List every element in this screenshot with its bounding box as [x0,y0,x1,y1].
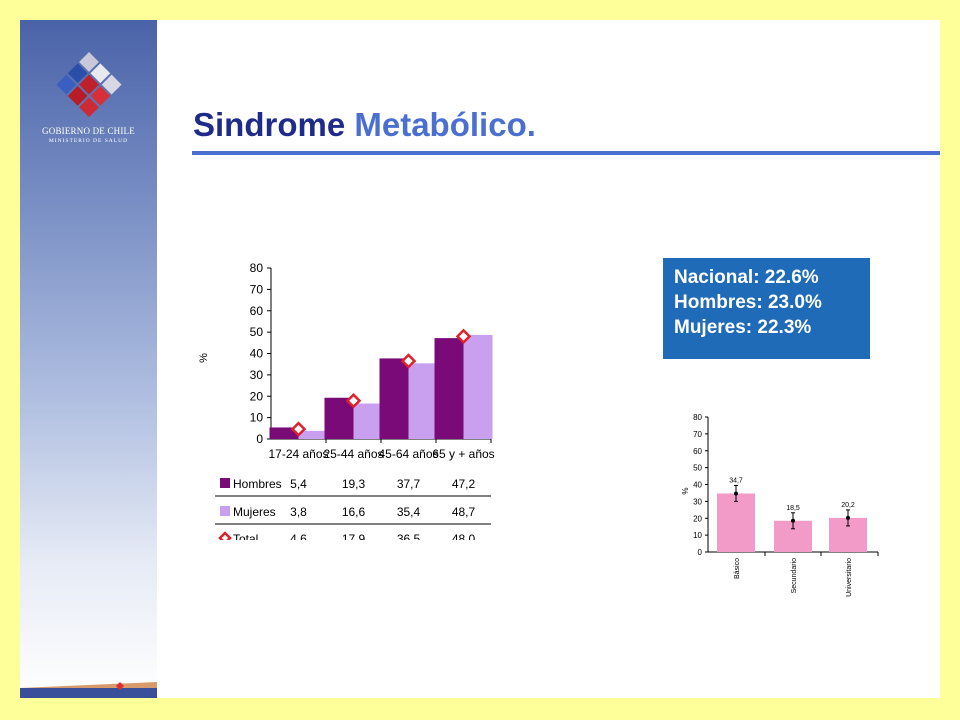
x-tick-label: 17-24 años [268,447,328,461]
total-marker [400,353,417,369]
total-marker [455,328,472,345]
org-subtitle: MINISTERIO DE SALUD [48,138,129,144]
y-tick-label: 60 [693,447,702,456]
table-cell: 48,0 [452,532,476,540]
total-marker [290,421,307,437]
table-cell: 19,3 [342,477,366,491]
summary-mujeres: Mujeres: 22.3% [674,317,812,338]
table-cell: 4,6 [290,532,307,540]
y-tick-label: 0 [698,548,703,557]
y-tick-label: 80 [250,261,264,275]
legend-label: Mujeres [233,505,276,519]
bar-mujeres [408,363,438,439]
table-cell: 3,8 [290,505,307,519]
table-cell: 5,4 [290,477,307,491]
legend-swatch-total [218,531,232,540]
y-tick-label: 50 [693,464,702,473]
bar-hombres [324,397,354,439]
y-axis-label: % [681,487,690,494]
y-tick-label: 40 [693,481,702,490]
legend-swatch-hombres [220,478,230,488]
government-logo [56,52,122,118]
slide: GOBIERNO DE CHILE MINISTERIO DE SALUD Si… [20,20,940,698]
data-point [734,491,738,496]
y-tick-label: 20 [693,514,702,523]
y-tick-label: 0 [256,432,263,446]
legend-label: Total [233,532,258,540]
bar-hombres [269,427,299,439]
total-marker [345,392,362,409]
bar-mujeres [353,403,383,439]
data-point [791,518,795,523]
table-cell: 37,7 [397,477,421,491]
table-cell: 17,9 [342,532,366,540]
y-tick-label: 70 [693,430,702,439]
table-cell: 36,5 [397,532,421,540]
data-label: 20,2 [841,502,855,509]
data-label: 34,7 [729,477,743,484]
y-tick-label: 60 [250,304,264,318]
table-cell: 48,7 [452,505,476,519]
bar-mujeres [298,430,328,439]
y-tick-label: 40 [250,347,264,361]
org-name: GOBIERNO DE CHILE [42,126,135,136]
table-cell: 16,6 [342,505,366,519]
sidebar: GOBIERNO DE CHILE MINISTERIO DE SALUD [20,20,157,698]
education-level-chart: % 0 10 20 30 40 50 60 70 80 34,7 Básico 18,5 Secundar… [681,413,879,597]
y-tick-label: 10 [693,531,702,540]
x-tick-label: 65 y + años [432,447,494,461]
legend-swatch-mujeres [220,506,230,516]
summary-hombres: Hombres: 23.0% [674,292,822,313]
summary-nacional: Nacional: 22.6% [674,267,819,288]
x-tick-label: 45-64 años [378,447,438,461]
x-tick-label: Secundario [791,558,798,594]
y-tick-label: 30 [250,368,264,382]
bar-hombres [379,358,409,439]
title-part-1: Sindrome [193,106,346,143]
x-tick-label: Básico [734,558,741,579]
y-tick-label: 70 [250,282,264,296]
bar-hombres [434,338,464,439]
data-point [846,515,850,520]
x-tick-label: 25-44 años [323,447,383,461]
table-cell: 35,4 [397,505,421,519]
page-title: Sindrome Metabólico. [193,106,536,144]
title-underline [192,151,940,155]
summary-box: Nacional: 22.6% Hombres: 23.0% Mujeres: … [663,258,870,359]
y-tick-label: 50 [250,325,264,339]
y-tick-label: 80 [693,413,702,422]
corner-decoration [20,682,157,698]
data-label: 18,5 [786,505,800,512]
bar-mujeres [463,334,493,439]
y-tick-label: 10 [250,411,264,425]
title-part-2: Metabólico. [354,106,536,143]
legend-label: Hombres [233,477,282,491]
y-tick-label: 20 [250,389,264,403]
y-tick-label: 30 [693,497,702,506]
table-cell: 47,2 [452,477,476,491]
x-tick-label: Universitario [846,558,853,597]
bar [717,493,755,552]
y-axis-label: % [198,353,210,363]
